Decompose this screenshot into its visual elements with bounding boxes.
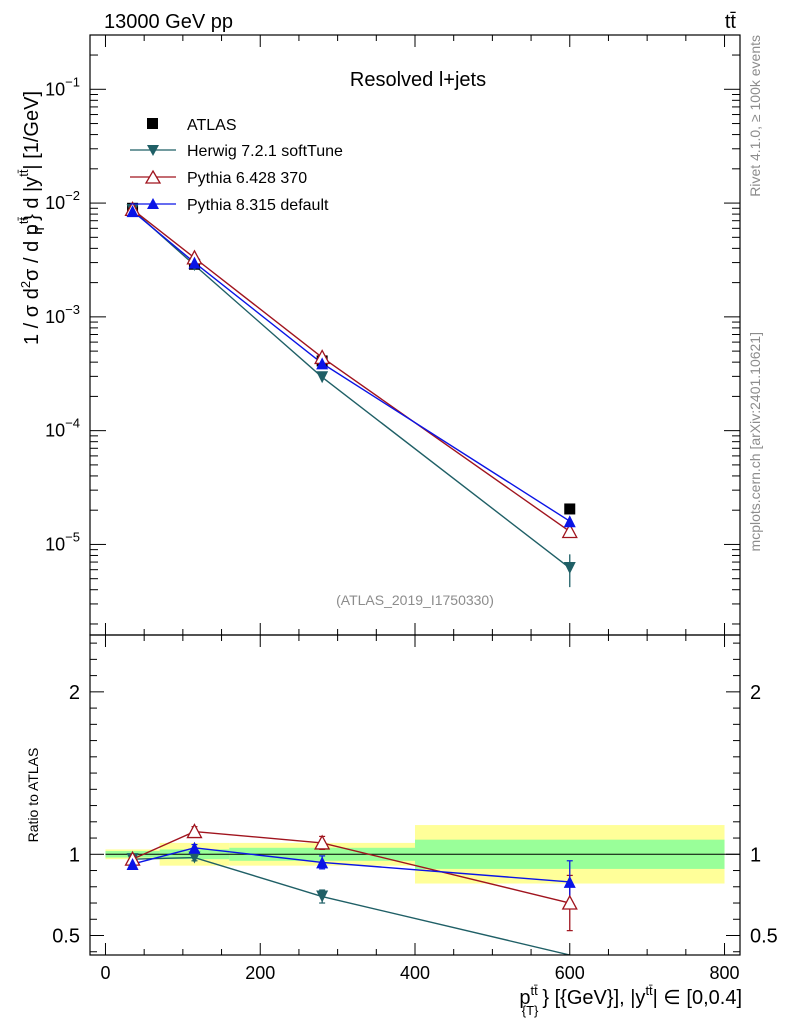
ratio-series-line-0 [132, 856, 570, 955]
energy-label: 13000 GeV pp [104, 11, 233, 33]
ratio-point-series-0 [188, 851, 201, 864]
ratio-point-series-0 [316, 890, 329, 903]
ratio-point-series-2 [126, 858, 139, 871]
ratio-series-line-1 [132, 830, 570, 904]
main-point-series-2 [126, 205, 139, 218]
legend-pythia8-marker [147, 198, 159, 209]
ratio-point-series-2 [188, 841, 201, 854]
main-series-line-2 [132, 210, 571, 522]
ratio-point-series-2 [563, 875, 576, 888]
ratio-y-axis-label: Ratio to ATLAS [25, 748, 41, 843]
y-tick-label: 10−4 [45, 416, 80, 441]
legend-atlas-label: ATLAS [187, 117, 237, 134]
y-tick-label: 10−2 [45, 188, 80, 213]
legend-pythia6-label: Pythia 6.428 370 [187, 170, 307, 187]
x-axis-label: ptt̄ {T}} [{GeV}], |ytt̄| ∈ [0,0.4] [519, 983, 742, 1018]
x-tick-label: 800 [710, 963, 740, 983]
y-tick-label: 10−5 [45, 529, 80, 554]
main-point-series-2 [316, 357, 329, 370]
x-tick-label: 400 [400, 963, 430, 983]
process-label: tt̄ [725, 11, 737, 33]
ratio-y-tick-label-right: 1 [750, 844, 761, 866]
chart-title: Resolved l+jets [350, 69, 486, 91]
ratio-y-tick-label-left: 0.5 [52, 926, 80, 948]
ratio-point-series-1 [561, 894, 578, 910]
mcplots-label: mcplots.cern.ch [arXiv:2401.10621] [747, 332, 763, 551]
main-point-series-2 [188, 256, 201, 269]
analysis-label: (ATLAS_2019_I1750330) [336, 592, 494, 608]
ratio-y-tick-label-right: 2 [750, 682, 761, 704]
y-tick-label: 10−3 [45, 302, 80, 327]
y-axis-label: 1 / σ d2σ / d ptt̄T} d |ytt̄| [1/GeV] [16, 91, 47, 345]
x-tick-label: 600 [555, 963, 585, 983]
legend-pythia8-label: Pythia 8.315 default [187, 197, 329, 214]
ratio-y-tick-label-left: 2 [69, 682, 80, 704]
main-point-series-0 [316, 371, 329, 384]
x-tick-label: 0 [100, 963, 110, 983]
ratio-point-series-1 [314, 834, 331, 850]
ratio-point-series-2 [316, 856, 329, 869]
main-point-series-0 [563, 562, 576, 575]
legend-pythia6-marker [144, 169, 162, 184]
y-tick-label: 10−1 [45, 74, 80, 99]
ratio-panel-frame [89, 634, 741, 956]
legend-herwig-label: Herwig 7.2.1 softTune [187, 143, 343, 160]
ratio-series-line-2 [132, 847, 570, 883]
x-tick-label: 200 [245, 963, 275, 983]
atlas-data-point [564, 503, 576, 515]
ratio-y-tick-label-left: 1 [69, 844, 80, 866]
main-point-series-1 [561, 523, 578, 539]
main-point-series-2 [563, 515, 576, 528]
legend: ATLAS Herwig 7.2.1 softTune Pythia 6.428… [130, 117, 343, 214]
legend-atlas-marker [147, 118, 158, 129]
legend-herwig-marker [147, 145, 159, 156]
rivet-label: Rivet 4.1.0, ≥ 100k events [747, 35, 763, 197]
ratio-point-series-1 [186, 823, 203, 839]
main-series-line-1 [132, 208, 571, 533]
ratio-y-tick-label-right: 0.5 [750, 926, 778, 948]
